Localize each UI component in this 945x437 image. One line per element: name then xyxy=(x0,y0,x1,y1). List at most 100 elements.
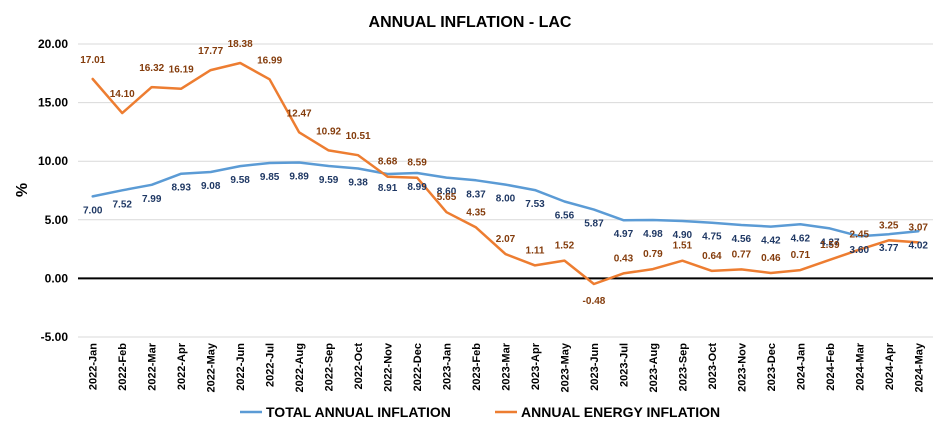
energy-data-label: 18.38 xyxy=(228,39,253,50)
x-tick-label: 2022-Sep xyxy=(324,343,336,392)
total-data-label: 4.75 xyxy=(702,232,722,243)
total-data-label: 7.99 xyxy=(142,194,162,205)
energy-data-label: 0.71 xyxy=(791,250,811,261)
total-data-label: 8.93 xyxy=(171,183,191,194)
x-tick-label: 2022-Dec xyxy=(412,343,424,391)
y-tick-label: 0.00 xyxy=(45,271,69,285)
energy-data-label: 17.77 xyxy=(198,46,223,57)
x-tick-label: 2023-Apr xyxy=(530,342,542,390)
x-tick-label: 2022-Nov xyxy=(383,342,395,392)
energy-data-label: 1.11 xyxy=(526,245,545,256)
energy-data-label: 0.79 xyxy=(643,249,663,260)
legend-total-label: TOTAL ANNUAL INFLATION xyxy=(266,404,451,420)
chart-title: ANNUAL INFLATION - LAC xyxy=(369,14,572,31)
energy-data-label: 4.35 xyxy=(466,207,486,218)
legend-energy-label: ANNUAL ENERGY INFLATION xyxy=(521,404,720,420)
total-data-label: 4.97 xyxy=(614,229,634,240)
total-data-label: 7.53 xyxy=(525,199,545,210)
series-lines xyxy=(91,61,920,286)
y-tick-label: 10.00 xyxy=(38,154,68,168)
energy-inflation-line xyxy=(91,61,920,286)
y-tick-label: 15.00 xyxy=(38,96,68,110)
x-tick-label: 2022-Jan xyxy=(88,343,100,390)
total-data-label: 4.42 xyxy=(761,236,781,247)
total-data-label: 4.02 xyxy=(909,240,929,251)
x-tick-label: 2024-May xyxy=(913,342,925,392)
x-tick-label: 2022-Mar xyxy=(147,342,159,390)
energy-data-label: 3.07 xyxy=(909,222,929,233)
y-axis-label: % xyxy=(14,183,31,197)
x-tick-label: 2023-May xyxy=(559,342,571,392)
total-data-label: 3.77 xyxy=(879,243,899,254)
x-tick-label: 2022-Apr xyxy=(176,342,188,390)
x-tick-label: 2023-Mar xyxy=(501,342,513,390)
total-inflation-line xyxy=(91,161,920,238)
total-data-label: 5.87 xyxy=(584,219,604,230)
x-tick-label: 2023-Feb xyxy=(471,343,483,391)
energy-data-label: 17.01 xyxy=(80,55,105,66)
x-tick-label: 2024-Apr xyxy=(884,342,896,390)
energy-data-label: 0.77 xyxy=(732,249,752,260)
x-tick-label: 2023-Jul xyxy=(618,343,630,387)
x-tick-label: 2023-Sep xyxy=(677,343,689,392)
energy-data-label: 8.59 xyxy=(407,158,427,169)
total-data-label: 8.91 xyxy=(378,183,398,194)
x-tick-label: 2022-Oct xyxy=(353,343,365,390)
total-data-label: 7.00 xyxy=(83,205,103,216)
energy-data-label: 2.45 xyxy=(850,230,870,241)
total-data-label: 9.38 xyxy=(348,177,368,188)
x-tick-label: 2022-May xyxy=(206,342,218,392)
total-data-label: 9.08 xyxy=(201,181,221,192)
energy-data-label: 16.99 xyxy=(257,55,282,66)
energy-data-label: 1.59 xyxy=(820,240,840,251)
x-tick-label: 2022-Feb xyxy=(117,343,129,391)
total-data-label: 9.85 xyxy=(260,172,280,183)
energy-data-label: 10.92 xyxy=(316,126,341,137)
energy-data-label: 2.07 xyxy=(496,234,516,245)
x-tick-label: 2023-Jan xyxy=(442,343,454,390)
x-tick-label: 2023-Nov xyxy=(736,342,748,392)
energy-data-label: -0.48 xyxy=(583,296,606,307)
legend: TOTAL ANNUAL INFLATION ANNUAL ENERGY INFL… xyxy=(240,404,720,420)
total-data-label: 4.62 xyxy=(791,233,811,244)
x-tick-label: 2023-Oct xyxy=(707,343,719,390)
total-data-label: 4.98 xyxy=(643,229,663,240)
total-data-label: 8.37 xyxy=(466,189,486,200)
energy-data-label: 0.46 xyxy=(761,253,781,264)
x-tick-label: 2024-Feb xyxy=(825,343,837,391)
total-data-label: 9.89 xyxy=(289,171,309,182)
total-data-label: 3.60 xyxy=(850,245,870,256)
energy-data-label: 8.68 xyxy=(378,157,398,168)
total-data-label: 9.59 xyxy=(319,175,339,186)
total-data-label: 4.90 xyxy=(673,230,693,241)
total-data-label: 7.52 xyxy=(112,199,132,210)
x-tick-label: 2024-Mar xyxy=(854,342,866,390)
x-axis-ticks: 2022-Jan 2022-Feb 2022-Mar 2022-Apr 2022-May… xyxy=(88,342,926,392)
x-tick-label: 2022-Aug xyxy=(294,343,306,393)
energy-data-label: 3.25 xyxy=(879,220,899,231)
x-tick-label: 2022-Jun xyxy=(235,343,247,391)
data-labels: 7.00 7.52 7.99 8.93 9.08 9.58 9.85 9.89 9.59 9.38… xyxy=(80,39,928,307)
energy-data-label: 1.52 xyxy=(555,241,575,252)
energy-data-label: 12.47 xyxy=(287,108,312,119)
y-tick-label: 5.00 xyxy=(45,213,69,227)
energy-data-label: 10.51 xyxy=(346,131,371,142)
total-data-label: 6.56 xyxy=(555,211,575,222)
energy-data-label: 0.43 xyxy=(614,253,634,264)
x-tick-label: 2023-Jun xyxy=(589,343,601,391)
energy-data-label: 14.10 xyxy=(110,89,135,100)
energy-data-label: 0.64 xyxy=(702,251,722,262)
x-tick-label: 2023-Dec xyxy=(766,343,778,391)
energy-data-label: 16.19 xyxy=(169,65,194,76)
energy-data-label: 16.32 xyxy=(139,63,164,74)
y-tick-label: 20.00 xyxy=(38,37,68,51)
total-data-label: 4.56 xyxy=(732,234,752,245)
y-axis-ticks: -5.00 0.00 5.00 10.00 15.00 20.00 xyxy=(38,37,68,344)
total-data-label: 8.00 xyxy=(496,194,516,205)
energy-data-label: 5.65 xyxy=(437,192,457,203)
y-tick-label: -5.00 xyxy=(41,330,69,344)
total-data-label: 4.27 xyxy=(820,237,840,248)
